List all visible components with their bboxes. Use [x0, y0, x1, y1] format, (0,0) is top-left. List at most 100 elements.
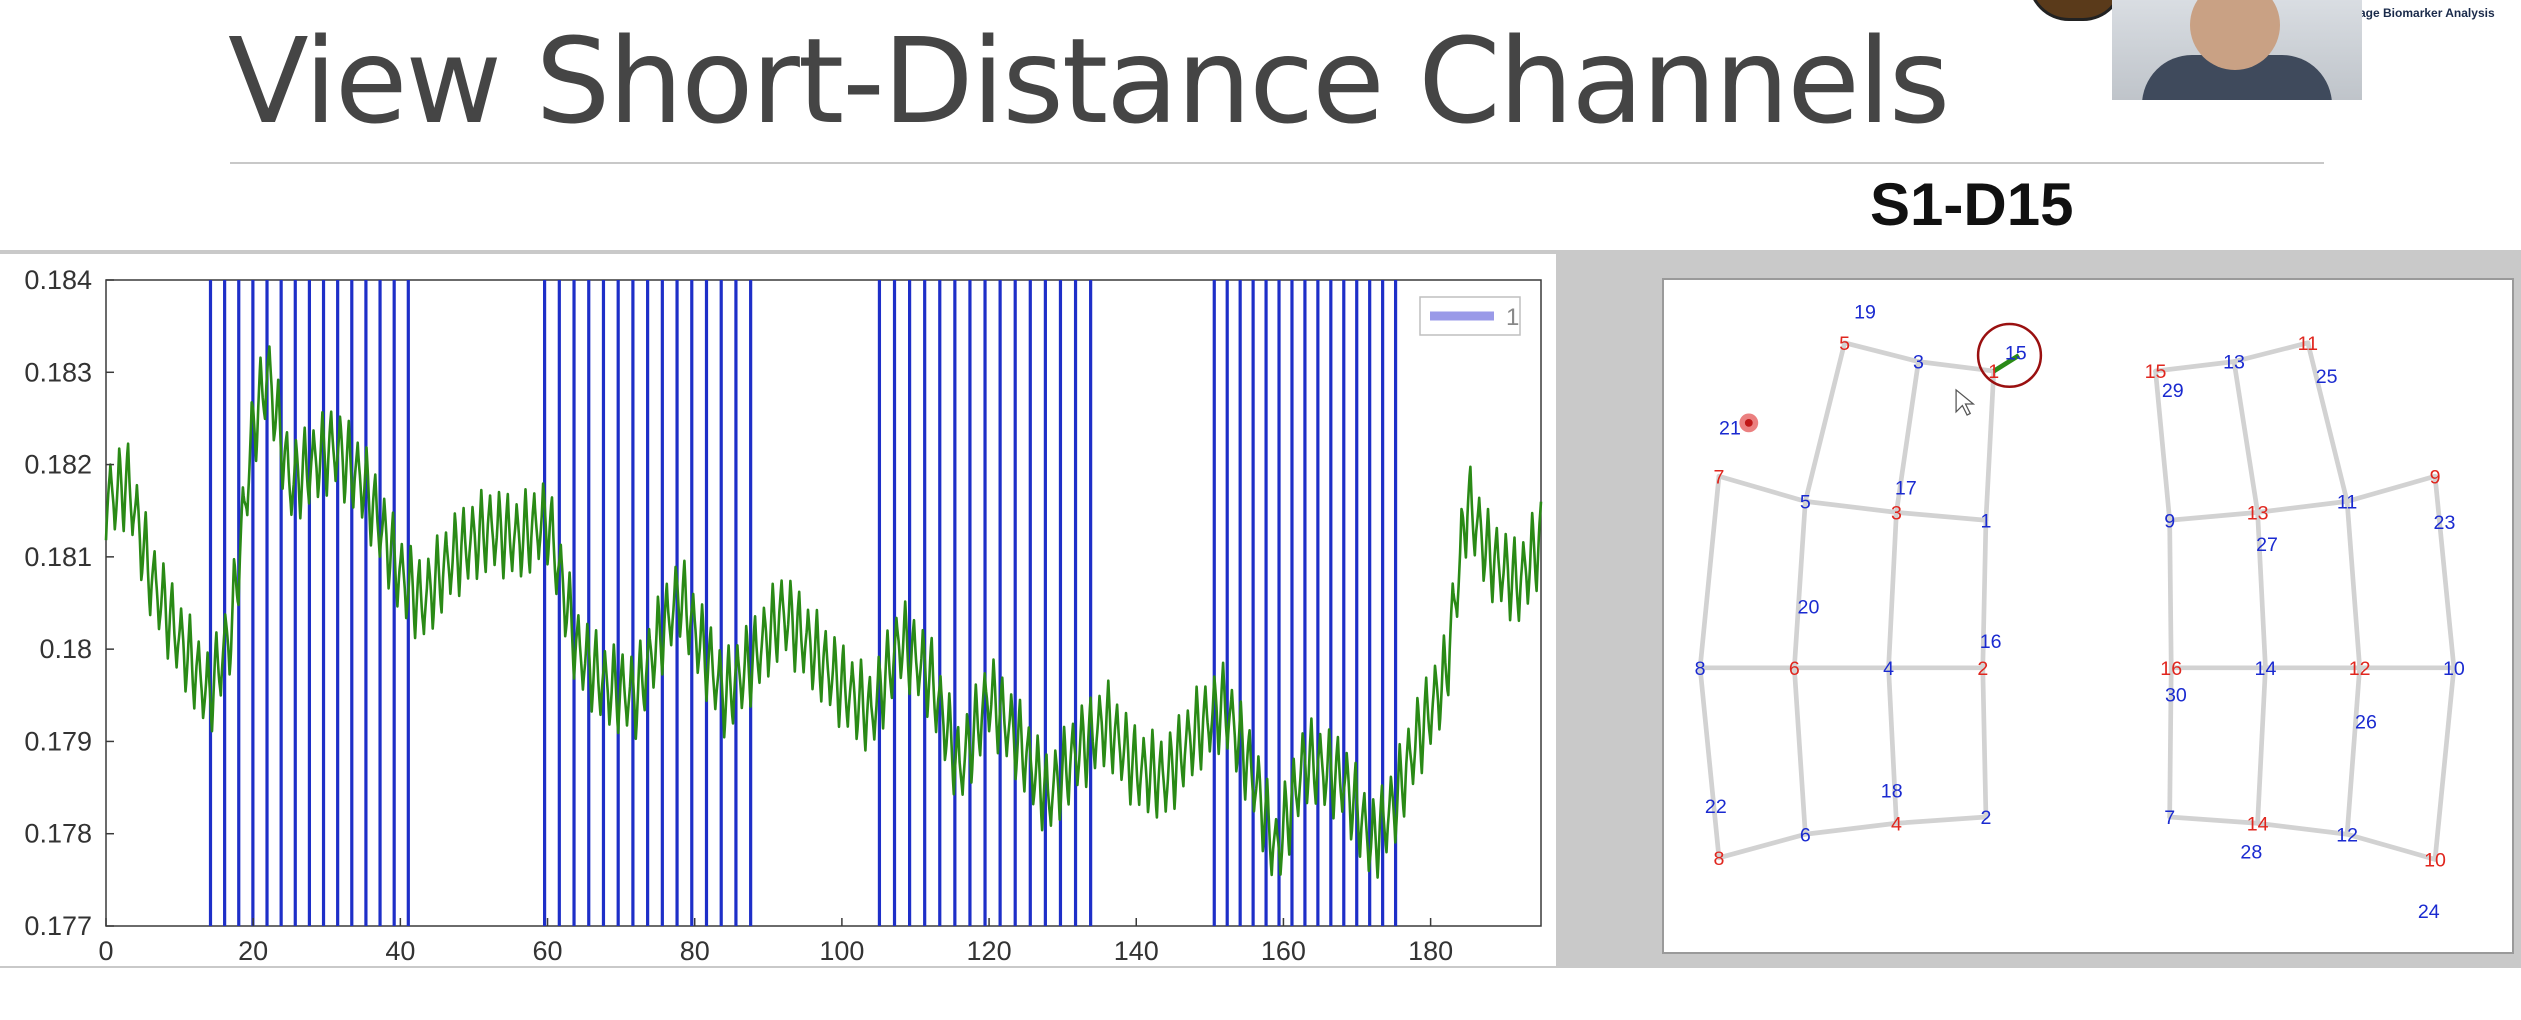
probe-channel-line [2167, 517, 2174, 671]
probe-channel-line [1716, 473, 1808, 504]
source-optode-label: 16 [2160, 658, 2182, 680]
plot-axes-box [105, 279, 1542, 927]
source-optode-label: 8 [1714, 848, 1725, 870]
probe-channel-line [1886, 510, 1899, 671]
x-tick-label: 100 [819, 936, 864, 966]
detector-optode-label: 24 [2418, 901, 2440, 923]
detector-optode-label: 3 [1913, 352, 1924, 374]
y-tick-label: 0.179 [24, 726, 92, 756]
y-tick-label: 0.18 [39, 634, 92, 664]
detector-optode-label: 6 [1800, 824, 1811, 846]
probe-channel-line [1894, 814, 1989, 826]
detector-optode-label: 29 [2162, 380, 2184, 402]
detector-optode-label: 16 [1980, 631, 2002, 653]
detector-optode-label: 5 [1800, 491, 1811, 513]
probe-channel-line [1697, 473, 1722, 671]
chart-legend: 1 [1419, 296, 1521, 336]
probe-channel-line [2344, 665, 2363, 837]
detector-optode-label: 19 [1854, 301, 1876, 323]
probe-channel-line [1980, 517, 1989, 671]
source-optode-label: 12 [2349, 658, 2371, 680]
probe-channel-line [2432, 665, 2457, 862]
probe-channel-line [2432, 473, 2457, 671]
probe-channel-line [2167, 665, 2174, 820]
probe-channel-line [2167, 510, 2260, 523]
source-optode-label: 9 [2430, 466, 2441, 488]
source-optode-label: 4 [1891, 813, 1902, 835]
probe-channel-line [2153, 359, 2237, 374]
brand-logo-text: Image Biomarker Analysis [2345, 6, 2495, 20]
source-optode-label: 7 [1714, 466, 1725, 488]
probe-channel-line [2167, 814, 2260, 826]
brand-logo-icon [2028, 0, 2124, 21]
detector-optode-label: 23 [2434, 512, 2456, 534]
x-tick-label: 180 [1408, 936, 1453, 966]
probe-channel-line [1886, 665, 1899, 826]
probe-channel-line [1697, 665, 1722, 861]
probe-channel-line [2344, 831, 2438, 862]
probe-layout-panel[interactable]: 5 1 7 3 6 2 8 4 15 11 9 13 16 12 14 10 19 3 15 21 17 5 1 20 16 8 4… [1662, 278, 2514, 954]
source-optode-label: 13 [2247, 502, 2269, 524]
click-indicator-center-icon [1744, 418, 1753, 427]
source-optode-label: 14 [2247, 813, 2269, 835]
probe-channel-line [2344, 499, 2363, 671]
selected-channel-label: S1-D15 [1870, 171, 2074, 238]
probe-channel-line [2305, 340, 2350, 504]
detector-optode-label: 17 [1895, 477, 1917, 499]
probe-channel-line [1842, 340, 1921, 364]
signal-chart[interactable]: 0 20 40 60 80 100 120 140 160 180 0.177 0.178 0.179 0… [0, 254, 1556, 966]
source-optode-label: 10 [2424, 849, 2446, 871]
probe-channel-line [2255, 510, 2268, 671]
detector-optode-label: 15 [2005, 342, 2027, 364]
detector-optode-label: 18 [1881, 780, 1903, 802]
x-tick-label: 0 [98, 936, 113, 966]
selected-channel-line [1992, 353, 2021, 374]
source-optode-label: 6 [1789, 658, 1800, 680]
detector-optode-label: 14 [2255, 658, 2277, 680]
detector-optode-label: 26 [2355, 711, 2377, 733]
probe-channel-line [1802, 820, 1899, 837]
x-tick-label: 120 [967, 936, 1012, 966]
x-tick-label: 140 [1114, 936, 1159, 966]
probe-channel-line [1894, 359, 1921, 515]
probe-channel-lines [1697, 340, 2457, 862]
probe-channel-line [1894, 510, 1989, 523]
stimulus-markers [208, 280, 1398, 926]
source-optode-label: 3 [1891, 502, 1902, 524]
detector-optode-label: 30 [2165, 685, 2187, 707]
probe-channel-line [1983, 368, 1997, 523]
x-tick-label: 160 [1261, 936, 1306, 966]
source-optode-label: 1 [1988, 361, 1999, 383]
y-tick-label: 0.184 [24, 265, 92, 295]
selection-circle-icon [1976, 322, 2043, 389]
source-optode-label: 11 [2298, 333, 2318, 355]
presenter-head [2190, 0, 2280, 70]
probe-channel-line [2231, 359, 2260, 515]
probe-channel-line [1802, 340, 1847, 504]
source-optode-label: 2 [1977, 658, 1988, 680]
y-tick-label: 0.177 [24, 911, 92, 941]
legend-label: 1 [1506, 304, 1519, 331]
probe-channel-line [2344, 473, 2438, 504]
signal-plot-panel[interactable]: 0 20 40 60 80 100 120 140 160 180 0.177 0.178 0.179 0… [0, 254, 1556, 966]
detector-optode-label: 22 [1705, 796, 1727, 818]
x-tick-label: 80 [680, 936, 710, 966]
detector-optode-label: 1 [1980, 510, 1991, 532]
detector-optode-label: 20 [1798, 597, 1820, 619]
probe-channel-line [1980, 665, 1989, 820]
detector-optode-label: 2 [1980, 807, 1991, 829]
detector-optode-label: 12 [2336, 824, 2358, 846]
detector-optode-label: 10 [2443, 658, 2465, 680]
detector-optode-label: 11 [2337, 491, 2357, 513]
mouse-cursor-icon [1955, 388, 1976, 416]
detector-optode-label: 4 [1883, 658, 1894, 680]
detector-optode-label: 7 [2164, 807, 2175, 829]
probe-channel-line [1802, 499, 1899, 515]
probe-channel-line [2231, 340, 2311, 364]
detector-optode-label: 21 [1719, 418, 1741, 440]
probe-channel-line [2255, 820, 2350, 837]
probe-channel-line [2255, 665, 2268, 826]
probe-channel-line [1716, 831, 1808, 861]
detector-optode-label: 25 [2316, 366, 2338, 388]
